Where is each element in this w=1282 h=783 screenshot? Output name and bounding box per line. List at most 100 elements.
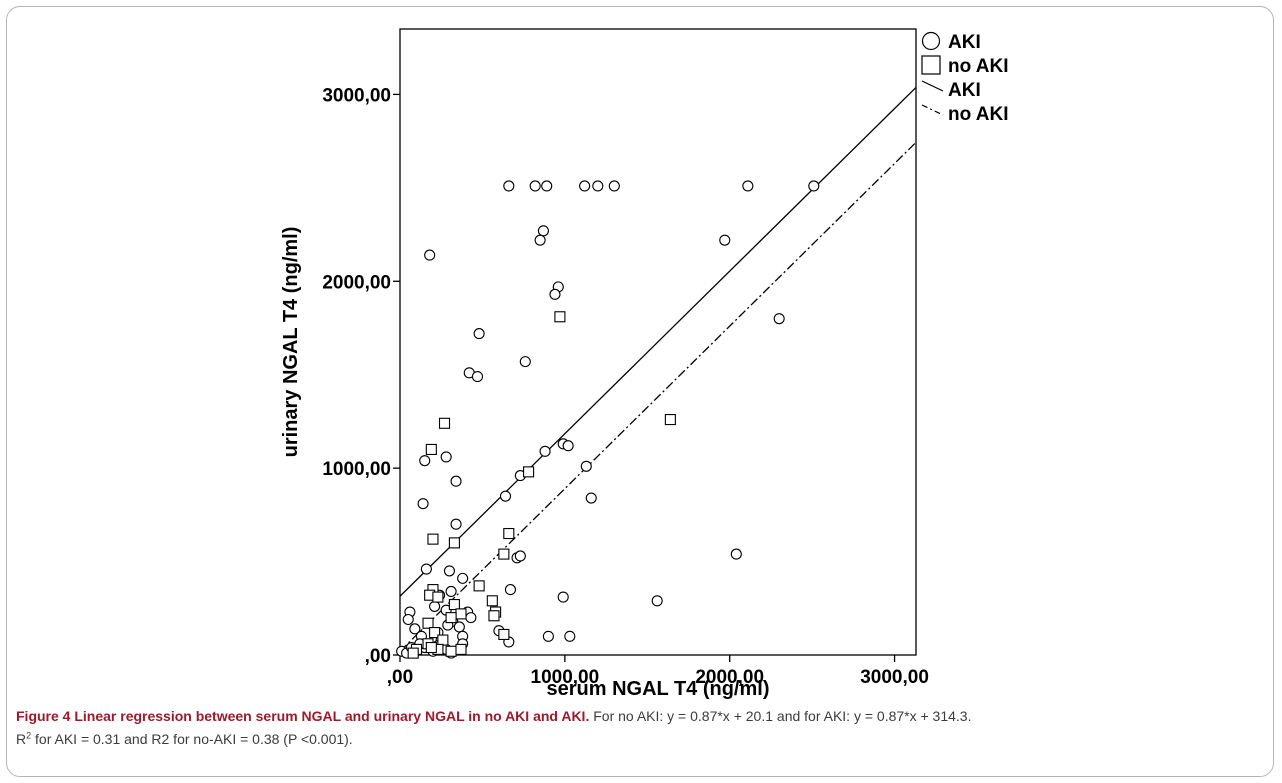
point-square — [488, 610, 500, 622]
x-tick-label: 3000,00 — [860, 667, 929, 688]
point-square — [425, 641, 437, 654]
point-circle — [719, 234, 731, 246]
point-circle — [417, 498, 429, 510]
point-circle — [503, 180, 515, 192]
point-circle — [651, 595, 663, 607]
point-circle — [580, 460, 592, 472]
point-square — [503, 527, 515, 540]
y-tick-label: 2000,00 — [322, 272, 391, 293]
legend-solid-line — [921, 80, 944, 92]
point-circle — [429, 600, 441, 612]
regression-lines — [399, 86, 917, 652]
point-square — [427, 533, 439, 545]
fit-line-aki — [399, 86, 917, 597]
point-circle — [514, 550, 526, 562]
point-square — [473, 580, 485, 592]
x-axis-ticks: ,00 1000,00 2000,00 3000,00 — [387, 655, 929, 688]
point-square — [437, 634, 449, 646]
legend-label: AKI — [948, 32, 981, 53]
point-circle — [453, 621, 465, 633]
point-circle — [608, 180, 620, 192]
legend-label: no AKI — [948, 104, 1009, 125]
point-circle — [585, 492, 597, 504]
point-circle — [542, 630, 554, 642]
point-circle — [402, 613, 414, 626]
y-tick-label: 1000,00 — [322, 459, 391, 480]
point-square — [407, 647, 419, 659]
point-square — [664, 413, 676, 426]
fit-line-no-aki — [399, 141, 917, 652]
y-tick-label: ,00 — [365, 646, 391, 667]
caption-r: R — [16, 731, 27, 747]
point-circle — [473, 328, 485, 340]
point-square — [432, 591, 444, 603]
point-square — [523, 466, 535, 478]
x-tick-label: 1000,00 — [531, 667, 600, 688]
point-circle — [562, 440, 574, 452]
point-circle — [465, 612, 477, 624]
point-circle — [420, 563, 432, 575]
point-circle — [419, 455, 431, 467]
x-tick-label: 2000,00 — [695, 667, 764, 688]
legend-label: no AKI — [948, 56, 1009, 77]
point-square — [445, 612, 457, 624]
point-square — [498, 628, 510, 640]
legend-label: AKI — [948, 80, 981, 101]
point-square — [438, 417, 451, 429]
point-circle — [443, 565, 456, 577]
point-square — [429, 627, 441, 639]
point-circle — [519, 356, 531, 368]
data-points — [396, 180, 820, 659]
point-circle — [730, 548, 742, 560]
caption-superscript: 2 — [26, 730, 32, 741]
point-square — [425, 443, 437, 455]
point-square — [448, 598, 460, 611]
point-circle — [549, 288, 561, 300]
point-circle — [499, 490, 512, 502]
point-square — [455, 643, 467, 655]
y-axis-ticks: ,00 1000,00 2000,00 3000,00 — [322, 85, 400, 667]
point-square — [455, 608, 467, 620]
point-circle — [409, 623, 421, 635]
point-circle — [537, 225, 549, 237]
point-square — [448, 537, 460, 549]
legend: AKI no AKI AKI no AKI — [921, 31, 1009, 125]
point-square — [554, 311, 566, 323]
legend-square-marker — [921, 55, 941, 75]
point-circle — [534, 234, 546, 246]
point-circle — [592, 180, 604, 192]
scatter-chart: ,00 1000,00 2000,00 3000,00 ,00 1000,00 2000,… — [280, 28, 1009, 700]
point-circle — [471, 371, 484, 383]
point-square — [486, 595, 498, 607]
plot-area — [399, 28, 917, 656]
x-tick-label: ,00 — [387, 667, 413, 688]
point-circle — [808, 180, 820, 192]
point-circle — [450, 475, 462, 487]
point-circle — [541, 180, 553, 192]
point-circle — [457, 572, 469, 584]
legend-circle-marker — [921, 31, 941, 51]
caption-title: Figure 4 Linear regression between serum… — [16, 708, 590, 724]
point-circle — [539, 445, 551, 457]
point-circle — [557, 591, 569, 603]
point-square — [445, 645, 457, 657]
legend-dashdot-line — [921, 104, 944, 116]
point-circle — [564, 630, 576, 642]
point-circle — [504, 584, 517, 596]
caption-equations: For no AKI: y = 0.87*x + 20.1 and for AK… — [589, 708, 972, 724]
point-circle — [529, 180, 541, 192]
y-tick-label: 3000,00 — [322, 85, 391, 106]
point-circle — [773, 313, 785, 325]
point-circle — [579, 180, 591, 192]
point-circle — [424, 249, 436, 261]
x-axis-title: serum NGAL T4 (ng/ml) — [547, 678, 770, 700]
figure-frame — [6, 6, 1274, 777]
point-circle — [440, 451, 452, 463]
figure-caption: Figure 4 Linear regression between serum… — [16, 705, 1266, 751]
point-circle — [450, 518, 462, 530]
point-circle — [742, 180, 754, 192]
caption-stats: for AKI = 0.31 and R2 for no-AKI = 0.38 … — [31, 731, 353, 747]
point-square — [498, 548, 510, 560]
point-circle — [445, 585, 457, 598]
point-square — [422, 617, 434, 629]
